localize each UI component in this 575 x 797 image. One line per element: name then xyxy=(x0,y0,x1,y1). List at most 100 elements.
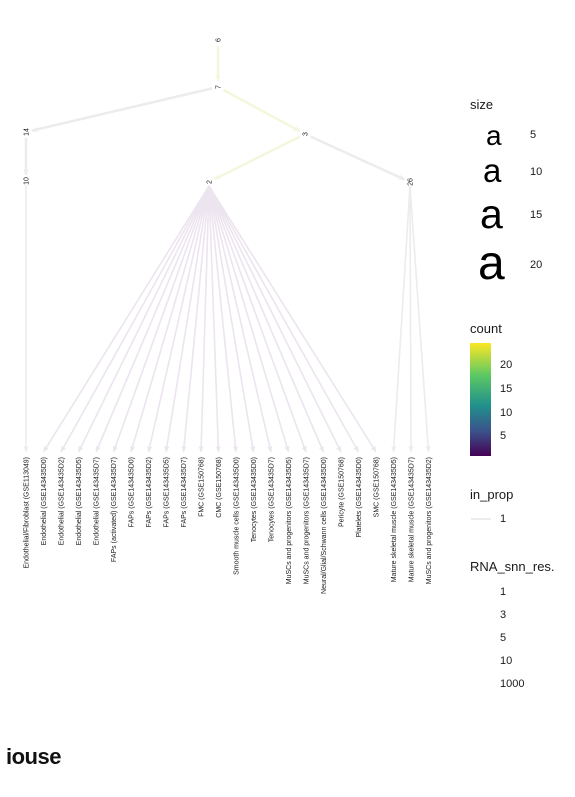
node-label-2: 2 xyxy=(207,180,214,184)
legend-size-label-15: 15 xyxy=(530,209,543,221)
leaf-edge-1 xyxy=(42,185,210,453)
legend-size-glyph-20: a xyxy=(478,237,505,290)
cluster-tree-diagram: Endothelial/Fibroblast (GSE113049) Endoth… xyxy=(23,38,433,594)
leaf-label: FAPs (GSE143435D0) xyxy=(129,457,136,527)
leaf-label: Endothelial (GSE143435D2) xyxy=(59,457,66,545)
leaf-edge-arrow-18 xyxy=(336,446,341,452)
leaf-edge-arrow-17 xyxy=(318,446,324,452)
leaf-label: Smooth muscle cells (GSE143435D0) xyxy=(234,457,241,575)
legend-size-label-20: 20 xyxy=(530,259,543,271)
leaf-edge-arrow-6 xyxy=(130,446,136,452)
leaf-edge-arrow-22 xyxy=(408,446,414,452)
leaf-label: Pericyte (GSE150768) xyxy=(339,457,346,527)
leaf-edge-9 xyxy=(182,185,210,453)
leaf-edge-16 xyxy=(208,185,307,453)
leaf-label: Endothelial (GSE143435D5) xyxy=(76,457,83,545)
leaf-edge-arrow-12 xyxy=(232,446,239,452)
legend-size-glyph-15: a xyxy=(480,191,503,237)
node-label-6: 6 xyxy=(216,38,223,42)
leaf-edge-13 xyxy=(208,185,255,453)
leaf-edge-arrow-11 xyxy=(215,446,221,452)
legend-resolution-5: 5 xyxy=(500,632,507,644)
legend-resolution-10: 10 xyxy=(500,655,513,667)
legend-resolution-1000: 1000 xyxy=(500,678,525,690)
leaf-edge-arrow-2 xyxy=(61,446,66,452)
leaf-edge-arrow-9 xyxy=(181,446,187,452)
legend-size-title: size xyxy=(470,97,494,112)
leaf-edge-6 xyxy=(130,185,210,453)
leaf-edge-arrow-16 xyxy=(301,446,307,452)
leaf-edge-17 xyxy=(208,185,325,453)
leaf-edge-22 xyxy=(409,185,412,453)
tree-edge-arrow-7-14 xyxy=(31,126,38,132)
leaf-label: Endothelial (GSE143435D7) xyxy=(94,457,101,545)
legend-size-label-5: 5 xyxy=(530,129,537,141)
leaf-label: Platelets (GSE143435D0) xyxy=(356,457,363,538)
leaf-edge-arrow-7 xyxy=(147,446,153,452)
leaf-edge-arrow-10 xyxy=(198,446,204,452)
legend-size-label-10: 10 xyxy=(530,166,543,178)
legend-size-glyph-5: a xyxy=(486,120,502,151)
leaf-label: CMC (GSE150768) xyxy=(216,457,223,518)
leaf-label: Mature skeletal muscle (GSE143435D5) xyxy=(391,457,398,582)
legend-count-tick-20: 20 xyxy=(500,359,513,371)
leaf-label: FMC (GSE150768) xyxy=(199,457,206,517)
tree-edge-arrow-6-7 xyxy=(215,75,221,81)
leaf-label: Endothelial/Fibroblast (GSE113049) xyxy=(24,457,31,569)
leaf-edge-arrow-14 xyxy=(267,446,273,452)
legend-count-tick-10: 10 xyxy=(500,407,513,419)
leaf-label: Tenocytes (GSE143435D0) xyxy=(251,457,258,542)
leaf-edge-12 xyxy=(208,185,237,453)
tree-edge-arrow-14-10 xyxy=(23,169,29,175)
leaf-edge-arrow-8 xyxy=(164,446,170,452)
legend-in-prop-title: in_prop xyxy=(470,487,514,502)
leaf-label: FAPs (activated) (GSE143435D7) xyxy=(111,457,118,562)
leaf-edge-20 xyxy=(208,185,377,453)
leaf-edge-arrow-5 xyxy=(112,446,118,452)
leaf-edge-23 xyxy=(409,185,430,453)
leaf-edge-15 xyxy=(208,185,290,453)
leaf-edge-arrow-15 xyxy=(284,446,290,452)
node-label-7: 7 xyxy=(216,85,223,89)
leaf-edge-5 xyxy=(112,185,210,453)
legend-count-colorbar xyxy=(470,343,491,456)
node-label-10: 10 xyxy=(24,177,31,185)
leaf-label: Endothelial (GSE143435D0) xyxy=(41,457,48,545)
leaf-edge-14 xyxy=(208,185,272,453)
leaf-edge-arrow-21 xyxy=(391,446,397,452)
footer-text: iouse xyxy=(6,744,61,769)
tree-edge-arrow-3-26 xyxy=(398,174,405,180)
leaf-label: Tenocytes (GSE143435D7) xyxy=(269,457,276,542)
leaf-edge-arrow-3 xyxy=(78,446,84,452)
leaf-label: Neural/Glial/Schwann cells (GSE143435D0) xyxy=(321,457,328,594)
leaf-edge-arrow-19 xyxy=(353,446,359,452)
legend-count-tick-5: 5 xyxy=(500,430,507,442)
leaf-edge-19 xyxy=(208,185,360,453)
tree-edge-3-2 xyxy=(213,135,301,181)
legend-in-prop-line xyxy=(471,518,491,520)
leaf-label: MuSCs and progenitors (GSE143435D5) xyxy=(286,457,293,584)
leaf-edge-21 xyxy=(392,185,411,453)
leaf-label: Mature skeletal muscle (GSE143435D7) xyxy=(409,457,416,582)
leaf-edge-8 xyxy=(165,185,210,453)
tree-edge-arrow-3-2 xyxy=(214,174,221,180)
leaf-edge-2 xyxy=(60,185,210,453)
leaf-edge-arrow-20 xyxy=(370,446,376,452)
leaf-edge-arrow-23 xyxy=(425,446,431,452)
tree-edge-arrow-7-3 xyxy=(293,126,300,132)
leaf-edge-4 xyxy=(95,185,210,453)
leaf-label: FAPs (GSE143435D5) xyxy=(164,457,171,527)
legend-resolution-1: 1 xyxy=(500,586,507,598)
leaf-label: MuSCs and progenitors (GSE143435D2) xyxy=(426,457,433,584)
leaf-edge-arrow-1 xyxy=(43,446,49,452)
legend-in-prop-label: 1 xyxy=(500,513,507,525)
leaf-label: FAPs (GSE143435D7) xyxy=(181,457,188,527)
leaf-edge-3 xyxy=(77,185,210,453)
tree-edge-7-3 xyxy=(222,88,301,133)
node-label-3: 3 xyxy=(303,132,310,136)
node-label-14: 14 xyxy=(24,128,31,136)
legend-resolution-3: 3 xyxy=(500,609,507,621)
leaf-edge-18 xyxy=(208,185,342,453)
leaf-edge-10 xyxy=(200,185,210,453)
node-label-26: 26 xyxy=(408,178,415,186)
